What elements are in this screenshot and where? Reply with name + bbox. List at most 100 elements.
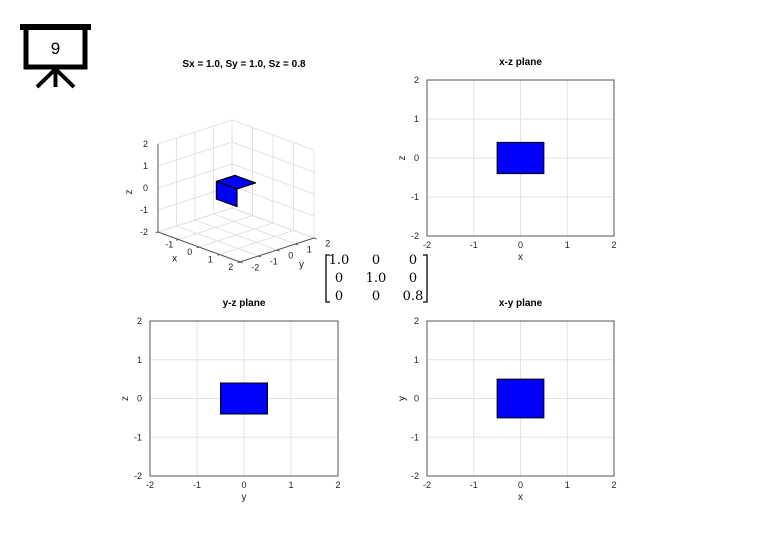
- gridline-3d: [231, 119, 315, 151]
- axis-edge-3d: [237, 261, 241, 264]
- slide-number: 9: [51, 39, 60, 58]
- presentation-board-icon[interactable]: 9: [20, 24, 91, 89]
- y-tick-label: -1: [270, 256, 278, 266]
- axis-edge-3d: [258, 255, 262, 258]
- plot-title: Sx = 1.0, Sy = 1.0, Sz = 0.8: [182, 59, 306, 70]
- matrix-cell: 1.0: [366, 271, 387, 286]
- plot-title: x-y plane: [499, 298, 543, 309]
- y-tick-label: 0: [288, 250, 293, 260]
- matrix-cell: 0: [372, 253, 380, 268]
- scaling-matrix: 1.0 0 0 0 1.0 0 0 0 0.8: [325, 253, 428, 304]
- plot-frame: [426, 320, 615, 477]
- matrix-cell: 1.0: [329, 253, 350, 268]
- board-leg-left: [35, 67, 57, 89]
- y-tick-label: -1: [411, 432, 419, 442]
- y-tick-label: -1: [411, 192, 419, 202]
- plot-xy-plane[interactable]: -2 -1 0 1 2 -2 -1 0 1 2 x y x-y plane: [397, 298, 617, 503]
- axis-edge-3d: [313, 237, 317, 240]
- x-tick-label: -2: [146, 480, 154, 490]
- x-tick-label: 0: [187, 247, 192, 257]
- axis-edge-3d: [155, 231, 159, 234]
- axis-edge-3d: [239, 261, 243, 264]
- x-tick-label: 2: [228, 262, 233, 272]
- plot-frame: [426, 79, 615, 237]
- axis-edge-3d: [295, 243, 299, 246]
- x-axis-label: x: [518, 492, 523, 503]
- y-tick-label: 2: [325, 238, 330, 248]
- gridline-3d: [219, 230, 294, 255]
- matrix-cell: 0: [335, 271, 343, 286]
- x-tick-label: -1: [165, 240, 173, 250]
- x-tick-label: -1: [470, 240, 478, 250]
- y-tick-label: -2: [411, 231, 419, 241]
- gridline-3d: [231, 163, 315, 195]
- x-tick-label: 0: [241, 480, 246, 490]
- object-rectangle[interactable]: [496, 141, 545, 175]
- gridline-3d: [157, 119, 233, 145]
- matrix-cell: 0: [409, 271, 417, 286]
- matrix-cell: 0: [372, 289, 380, 304]
- x-tick-label: 0: [518, 240, 523, 250]
- gridline-3d: [213, 213, 296, 245]
- y-axis-label: y: [299, 260, 304, 271]
- z-tick-label: 0: [143, 183, 148, 193]
- z-axis-label: z: [124, 190, 135, 195]
- y-tick-label: 0: [137, 394, 142, 404]
- z-tick-label: -2: [140, 227, 148, 237]
- plot-yz-plane[interactable]: -2 -1 0 1 2 -2 -1 0 1 2 y z y-z plane: [120, 298, 341, 503]
- gridline-3d: [157, 163, 233, 189]
- plot-title: y-z plane: [223, 298, 266, 309]
- x-tick-label: -2: [423, 240, 431, 250]
- x-axis-label: x: [172, 254, 177, 265]
- x-tick-label: 1: [208, 255, 213, 265]
- y-axis-label: z: [397, 156, 408, 161]
- y-axis-label: y: [397, 396, 408, 401]
- y-tick-label: 2: [137, 316, 142, 326]
- board-leg-right: [54, 67, 76, 89]
- gridline-3d: [194, 219, 278, 251]
- x-tick-label: -1: [470, 480, 478, 490]
- box-face-top[interactable]: [215, 174, 257, 190]
- y-tick-label: -2: [251, 262, 259, 272]
- y-tick-label: 1: [414, 355, 419, 365]
- x-tick-label: 0: [518, 480, 523, 490]
- x-tick-label: 2: [611, 480, 616, 490]
- x-axis-label: x: [518, 252, 523, 263]
- y-tick-label: 1: [414, 114, 419, 124]
- axis-edge-3d: [196, 246, 200, 249]
- y-tick-label: 2: [414, 75, 419, 85]
- y-tick-label: 0: [414, 394, 419, 404]
- x-tick-label: 1: [565, 480, 570, 490]
- y-tick-label: 0: [414, 153, 419, 163]
- gridline-3d: [157, 141, 233, 167]
- axis-edge-3d: [276, 249, 280, 252]
- plot-title: x-z plane: [499, 57, 542, 68]
- x-tick-label: -2: [423, 480, 431, 490]
- gridline-3d: [231, 141, 315, 173]
- plot-xz-plane[interactable]: -2 -1 0 1 2 -2 -1 0 1 2 x z x-z plane: [397, 57, 617, 263]
- plot-3d-scaling[interactable]: -1 0 1 2 -2 -1 0 1 2 -2 -1 0 1 2 x y z Sx = 1.0, Sy = 1.0…: [124, 59, 330, 272]
- x-tick-label: 2: [335, 480, 340, 490]
- axis-edge-3d: [217, 254, 220, 256]
- x-tick-label: 1: [565, 240, 570, 250]
- object-rectangle[interactable]: [496, 378, 545, 419]
- x-tick-label: -1: [193, 480, 201, 490]
- y-tick-label: -1: [134, 432, 142, 442]
- y-tick-label: -2: [134, 471, 142, 481]
- z-tick-label: -1: [140, 205, 148, 215]
- matrix-cell: 0: [335, 289, 343, 304]
- y-tick-label: 2: [414, 316, 419, 326]
- matrix-cell-highlight: 0.8: [403, 289, 424, 304]
- y-tick-label: -2: [411, 471, 419, 481]
- x-tick-label: 2: [611, 240, 616, 250]
- z-tick-label: 2: [143, 139, 148, 149]
- matrix-bracket-right: [423, 254, 428, 303]
- x-axis-label: y: [242, 492, 247, 503]
- plot-frame: [149, 320, 339, 477]
- z-tick-label: 1: [143, 161, 148, 171]
- matrix-cell: 0: [409, 253, 417, 268]
- x-tick-label: 1: [288, 480, 293, 490]
- axis-edge-3d: [176, 239, 179, 241]
- object-rectangle[interactable]: [220, 382, 268, 415]
